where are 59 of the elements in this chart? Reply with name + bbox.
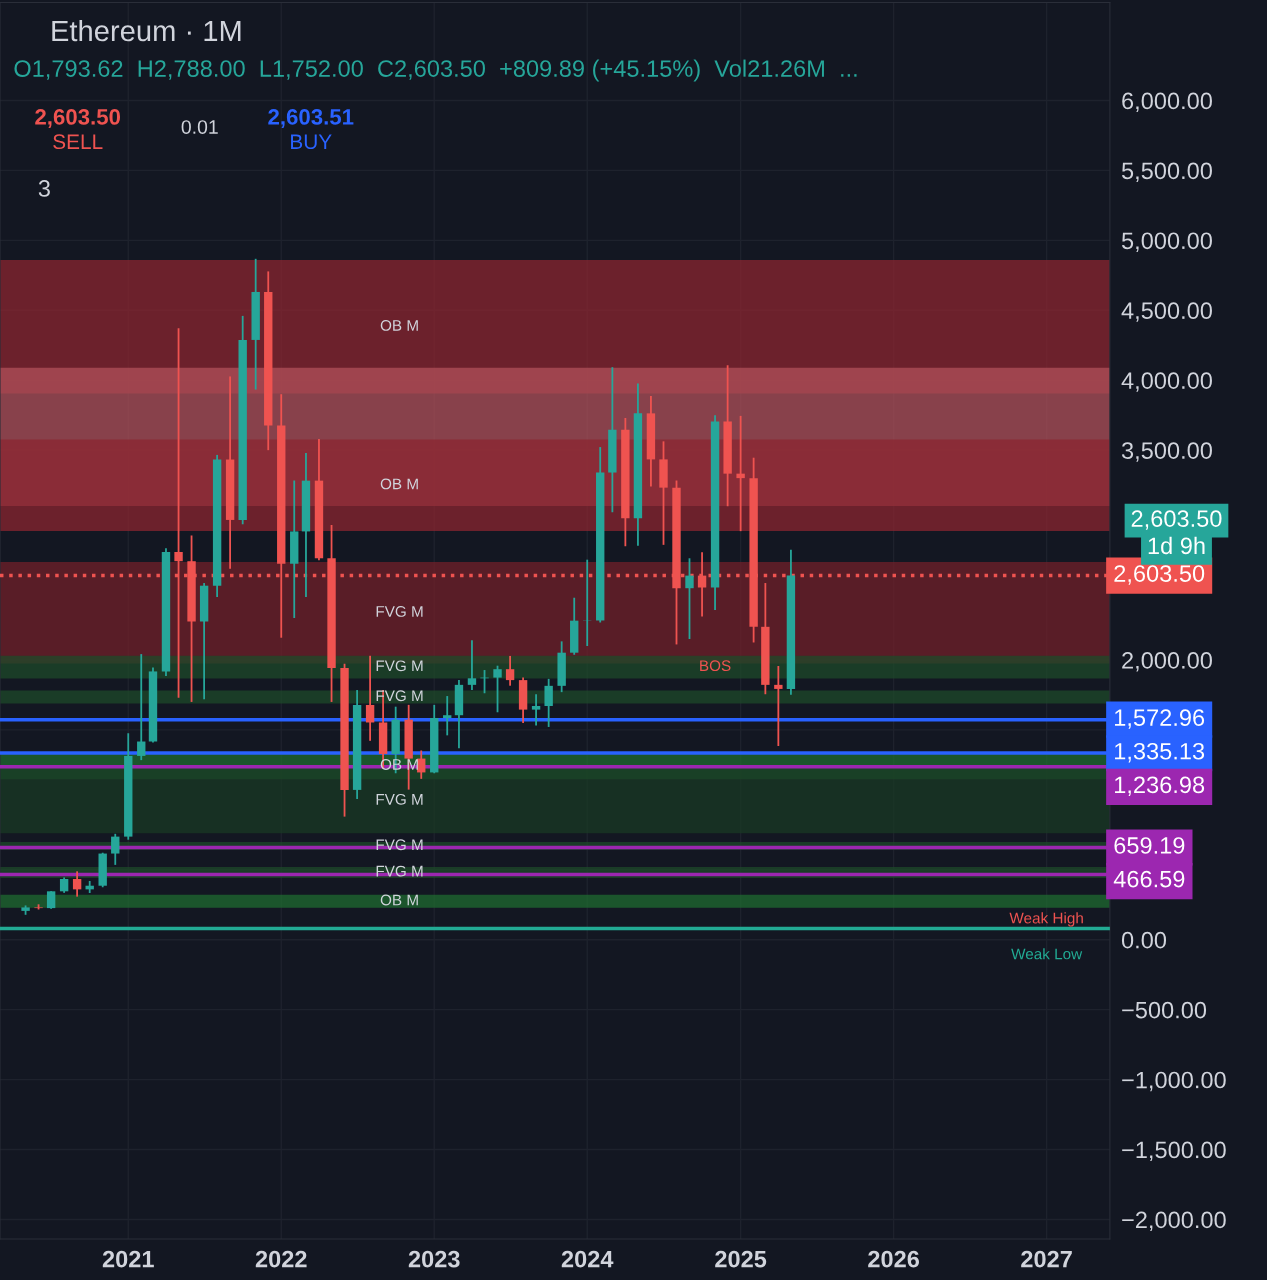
ref-line-label: 659.19 bbox=[1114, 837, 1185, 854]
candlestick bbox=[493, 664, 502, 714]
candlestick bbox=[583, 558, 592, 647]
annotation: SELL bbox=[53, 134, 103, 150]
text: 1d 9h bbox=[1148, 536, 1205, 555]
candlestick bbox=[685, 557, 694, 640]
y-tick-label: 0.00 bbox=[1121, 931, 1167, 949]
y-tick-label: −2,000.00 bbox=[1122, 1211, 1226, 1232]
x-tick-label: 2027 bbox=[1021, 1250, 1072, 1268]
ref-line-label: 1,572.96 bbox=[1115, 709, 1205, 729]
band-label: OB M bbox=[380, 478, 418, 490]
candlestick bbox=[544, 677, 553, 728]
annotation: BOS bbox=[700, 660, 731, 672]
candlestick bbox=[467, 639, 477, 691]
y-tick-label: 5,500.00 bbox=[1121, 162, 1212, 182]
ref-line-label: 466.59 bbox=[1113, 870, 1185, 888]
x-tick-label: 2021 bbox=[102, 1250, 154, 1268]
x-tick-label: 2025 bbox=[715, 1250, 767, 1268]
candlestick bbox=[72, 870, 82, 898]
y-tick-label: −1,000.00 bbox=[1122, 1071, 1226, 1092]
annotation: 0.01 bbox=[181, 120, 218, 134]
x-tick-label: 2023 bbox=[408, 1250, 460, 1268]
annotation: BUY bbox=[291, 134, 332, 150]
y-tick-label: −500.00 bbox=[1122, 1001, 1207, 1019]
y-tick-label: 4,500.00 bbox=[1121, 302, 1212, 322]
candlestick bbox=[365, 654, 375, 742]
ref-line-label: 1,236.98 bbox=[1115, 776, 1205, 796]
x-tick-label: 2024 bbox=[561, 1250, 614, 1268]
candlestick bbox=[736, 414, 745, 533]
candlestick bbox=[137, 653, 146, 762]
y-tick-label: −1,500.00 bbox=[1122, 1141, 1226, 1162]
candlestick bbox=[505, 655, 515, 687]
band-label: OB M bbox=[380, 894, 418, 906]
band-label: OB M bbox=[380, 320, 418, 331]
band-label: OB M bbox=[380, 759, 418, 770]
y-tick-label: 4,000.00 bbox=[1121, 372, 1212, 392]
x-tick-label: 2026 bbox=[868, 1250, 920, 1268]
band-label: FVG M bbox=[376, 606, 423, 617]
annotation: Weak High bbox=[1009, 912, 1083, 927]
candlestick bbox=[774, 665, 783, 747]
x-tick-label: 2022 bbox=[255, 1250, 307, 1268]
y-tick-label: 2,000.00 bbox=[1122, 652, 1212, 672]
candlestick bbox=[531, 693, 541, 727]
annotation: Weak Low bbox=[1011, 948, 1083, 960]
y-tick-label: 6,000.00 bbox=[1122, 92, 1212, 113]
annotation: 3 bbox=[38, 180, 50, 197]
text: O1,793.62 H2,788.00 L1,752.00 C2,603.50 +809.89 (+45.15%) Vol21.26M ... bbox=[14, 59, 857, 82]
band-label: FVG M bbox=[376, 793, 423, 805]
band-label: FVG M bbox=[376, 660, 423, 672]
annotation: 2,603.51 bbox=[268, 109, 354, 128]
candlestick bbox=[111, 832, 120, 866]
candlestick bbox=[443, 695, 452, 737]
text: 2,603.50 bbox=[1131, 510, 1222, 530]
y-tick-label: 3,500.00 bbox=[1121, 442, 1212, 462]
y-tick-label: 5,000.00 bbox=[1121, 232, 1212, 252]
ref-line-label: 1,335.13 bbox=[1115, 742, 1205, 763]
chart-title: Ethereum · 1M bbox=[52, 19, 241, 42]
ref-line-label: 2,603.50 bbox=[1114, 565, 1205, 585]
annotation: 2,603.50 bbox=[35, 109, 121, 128]
